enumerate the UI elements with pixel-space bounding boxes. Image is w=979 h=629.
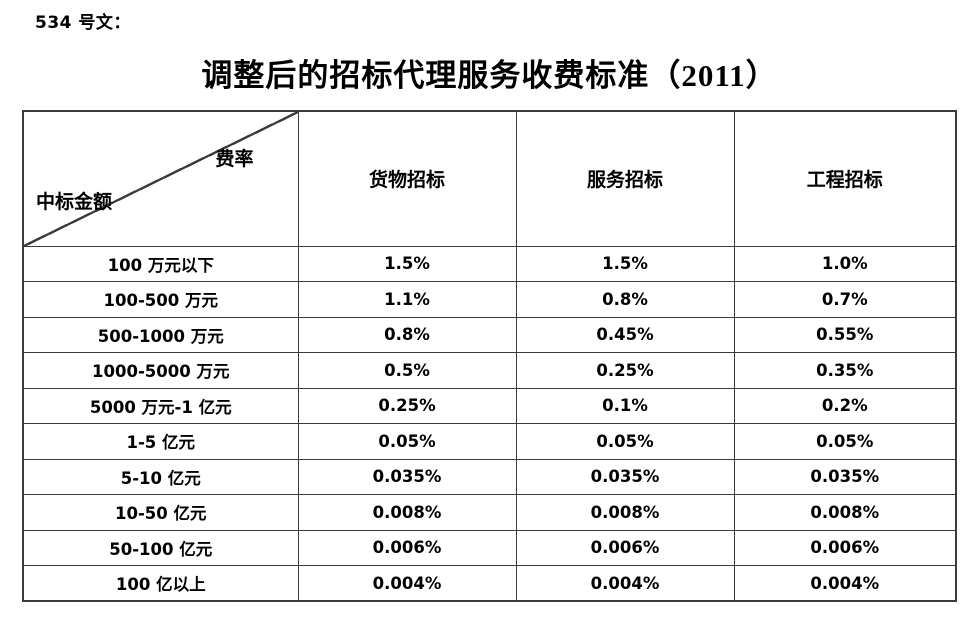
amount-cell: 100-500 万元 — [22, 281, 299, 318]
column-header-engineering: 工程招标 — [733, 110, 957, 247]
table-row: 1000-5000 万元 0.5% 0.25% 0.35% — [22, 352, 957, 389]
amount-cell: 10-50 亿元 — [22, 494, 299, 531]
table-body: 100 万元以下 1.5% 1.5% 1.0% 100-500 万元 1.1% 0.8% 0.… — [22, 245, 957, 602]
rate-cell-engineering: 0.2% — [733, 387, 957, 424]
rate-cell-engineering: 1.0% — [733, 245, 957, 282]
rate-cell-service: 0.25% — [515, 352, 735, 389]
rate-cell-engineering: 0.7% — [733, 281, 957, 318]
page-title: 调整后的招标代理服务收费标准（2011） — [201, 58, 778, 93]
amount-cell: 100 亿以上 — [22, 565, 299, 602]
rate-cell-goods: 0.25% — [297, 387, 517, 424]
amount-cell: 100 万元以下 — [22, 245, 299, 282]
rate-cell-service: 0.8% — [515, 281, 735, 318]
table-row: 50-100 亿元 0.006% 0.006% 0.006% — [22, 529, 957, 566]
rate-cell-service: 0.035% — [515, 458, 735, 495]
rate-cell-service: 0.004% — [515, 565, 735, 602]
rate-cell-goods: 0.008% — [297, 494, 517, 531]
table-row: 5000 万元-1 亿元 0.25% 0.1% 0.2% — [22, 387, 957, 424]
rate-cell-engineering: 0.35% — [733, 352, 957, 389]
table-header-row: 费率 中标金额 货物招标 服务招标 工程招标 — [22, 110, 957, 247]
table-row: 5-10 亿元 0.035% 0.035% 0.035% — [22, 458, 957, 495]
column-header-service: 服务招标 — [515, 110, 735, 247]
amount-cell: 50-100 亿元 — [22, 529, 299, 566]
rate-cell-goods: 0.006% — [297, 529, 517, 566]
rate-cell-goods: 0.05% — [297, 423, 517, 460]
doc-number-label: 534 号文： — [35, 13, 131, 33]
rate-cell-service: 1.5% — [515, 245, 735, 282]
column-header-goods: 货物招标 — [297, 110, 517, 247]
table-row: 1-5 亿元 0.05% 0.05% 0.05% — [22, 423, 957, 460]
rate-cell-service: 0.1% — [515, 387, 735, 424]
rate-cell-service: 0.006% — [515, 529, 735, 566]
rate-cell-engineering: 0.05% — [733, 423, 957, 460]
rate-cell-goods: 0.004% — [297, 565, 517, 602]
fee-rate-table: 费率 中标金额 货物招标 服务招标 工程招标 100 万元以下 1.5% 1.5% 1… — [22, 110, 957, 602]
table-row: 10-50 亿元 0.008% 0.008% 0.008% — [22, 494, 957, 531]
rate-cell-goods: 0.5% — [297, 352, 517, 389]
corner-label-rate: 费率 — [215, 149, 254, 170]
rate-cell-goods: 0.035% — [297, 458, 517, 495]
corner-label-amount: 中标金额 — [36, 191, 113, 213]
amount-cell: 1000-5000 万元 — [22, 352, 299, 389]
rate-cell-service: 0.45% — [515, 316, 735, 353]
table-row: 100 万元以下 1.5% 1.5% 1.0% — [22, 245, 957, 282]
amount-cell: 500-1000 万元 — [22, 316, 299, 353]
rate-cell-goods: 0.8% — [297, 316, 517, 353]
rate-cell-goods: 1.1% — [297, 281, 517, 318]
rate-cell-service: 0.008% — [515, 494, 735, 531]
rate-cell-engineering: 0.004% — [733, 565, 957, 602]
table-row: 500-1000 万元 0.8% 0.45% 0.55% — [22, 316, 957, 353]
rate-cell-engineering: 0.006% — [733, 529, 957, 566]
rate-cell-goods: 1.5% — [297, 245, 517, 282]
table-row: 100 亿以上 0.004% 0.004% 0.004% — [22, 565, 957, 602]
rate-cell-engineering: 0.008% — [733, 494, 957, 531]
rate-cell-engineering: 0.035% — [733, 458, 957, 495]
rate-cell-engineering: 0.55% — [733, 316, 957, 353]
table-row: 100-500 万元 1.1% 0.8% 0.7% — [22, 281, 957, 318]
amount-cell: 1-5 亿元 — [22, 423, 299, 460]
rate-cell-service: 0.05% — [515, 423, 735, 460]
amount-cell: 5-10 亿元 — [22, 458, 299, 495]
corner-header-cell: 费率 中标金额 — [22, 110, 299, 247]
amount-cell: 5000 万元-1 亿元 — [22, 387, 299, 424]
